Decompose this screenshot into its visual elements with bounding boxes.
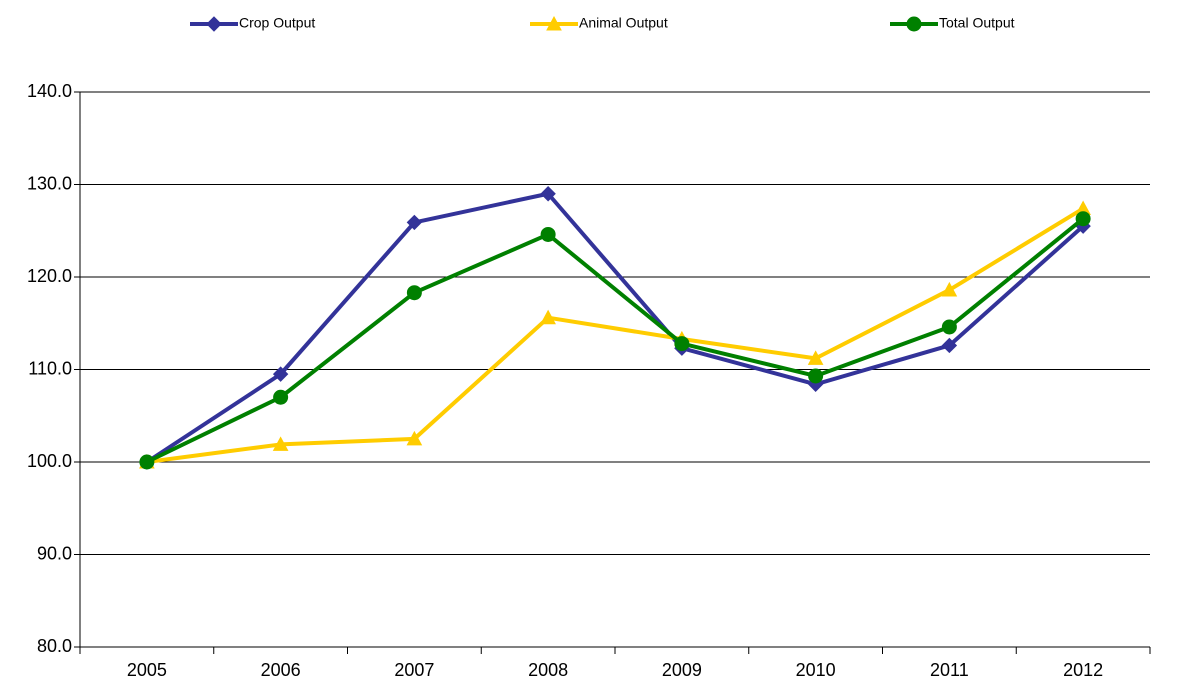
data-point <box>941 337 958 354</box>
x-tick-label: 2010 <box>796 660 836 680</box>
x-tick-label: 2006 <box>261 660 301 680</box>
y-tick-label: 90.0 <box>37 543 72 563</box>
legend-marker <box>906 16 922 32</box>
x-tick-label: 2011 <box>930 660 969 680</box>
y-tick-label: 110.0 <box>28 358 72 378</box>
y-tick-label: 100.0 <box>27 451 72 471</box>
data-point <box>272 436 289 451</box>
y-tick-label: 130.0 <box>27 173 72 193</box>
legend: Crop Output <box>239 15 315 31</box>
x-tick-label: 2005 <box>127 660 167 680</box>
y-tick-label: 120.0 <box>27 266 72 286</box>
legend-marker <box>546 15 562 31</box>
data-point <box>941 319 957 335</box>
y-tick-label: 80.0 <box>37 636 72 656</box>
data-point <box>540 309 556 325</box>
y-tick-label: 140.0 <box>27 81 72 101</box>
data-point <box>272 366 289 382</box>
data-point <box>406 285 422 301</box>
x-tick-label: 2009 <box>662 660 702 680</box>
data-point <box>273 389 289 405</box>
x-tick-label: 2007 <box>394 660 434 680</box>
data-point <box>406 214 423 231</box>
series-line <box>145 191 1085 464</box>
legend-marker <box>206 16 222 32</box>
data-point <box>139 454 155 470</box>
x-tick-label: 2012 <box>1063 660 1103 680</box>
data-point <box>1075 211 1091 227</box>
data-point <box>808 368 824 384</box>
legend: Total Output <box>939 15 1015 31</box>
series-line <box>146 206 1085 464</box>
data-point <box>406 430 423 446</box>
data-point <box>540 226 556 242</box>
data-point <box>674 336 690 352</box>
data-point <box>941 281 958 297</box>
legend: Animal Output <box>579 15 668 31</box>
series-line <box>146 217 1085 464</box>
data-point <box>807 350 824 365</box>
x-tick-label: 2008 <box>528 660 568 680</box>
data-point <box>540 186 556 202</box>
